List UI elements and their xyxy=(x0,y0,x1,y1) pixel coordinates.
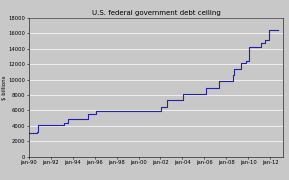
Y-axis label: $ billions: $ billions xyxy=(2,75,7,100)
Title: U.S. federal government debt ceiling: U.S. federal government debt ceiling xyxy=(92,10,221,16)
